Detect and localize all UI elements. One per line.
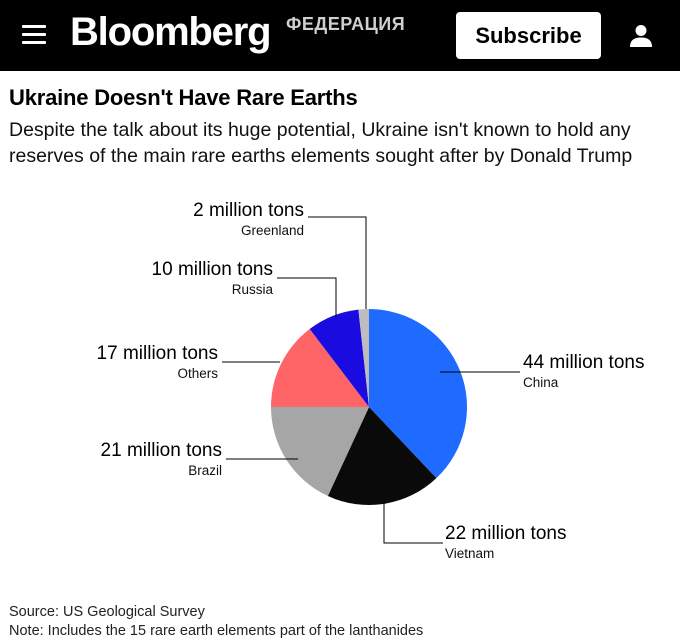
category-label-greenland: Greenland: [241, 223, 304, 238]
pie-slice-china: [369, 309, 467, 479]
pie-chart: 44 million tons China 22 million tons Vietn…: [97, 200, 645, 561]
chart-title: Ukraine Doesn't Have Rare Earths: [9, 85, 358, 110]
category-label-vietnam: Vietnam: [445, 546, 494, 561]
leader-line-vietnam: [383, 502, 443, 544]
user-icon[interactable]: [628, 23, 654, 49]
value-label-others: 17 million tons: [97, 343, 218, 364]
source-note: Source: US Geological Survey: [9, 604, 205, 620]
leader-line-russia: [277, 277, 337, 317]
category-label-brazil: Brazil: [188, 463, 222, 478]
value-label-greenland: 2 million tons: [193, 200, 304, 221]
pie-slice-vietnam: [327, 407, 437, 505]
category-label-others: Others: [177, 366, 218, 381]
pie-slice-greenland: [358, 309, 369, 407]
top-navigation-bar: Bloomberg ФЕДЕРАЦИЯ Subscribe: [0, 0, 680, 71]
subscribe-button[interactable]: Subscribe: [456, 12, 601, 59]
brand-logo[interactable]: Bloomberg: [70, 10, 272, 54]
pie-slice-brazil: [271, 407, 369, 496]
pie-slice-russia: [309, 309, 369, 407]
category-label-china: China: [523, 375, 559, 390]
category-label-russia: Russia: [232, 282, 274, 297]
pie-slice-others: [271, 328, 369, 407]
value-label-vietnam: 22 million tons: [445, 523, 566, 544]
chart-subtitle: Despite the talk about its huge potentia…: [9, 119, 633, 167]
hamburger-menu-icon[interactable]: [22, 25, 46, 45]
value-label-brazil: 21 million tons: [101, 440, 222, 461]
brand-edition-label: ФЕДЕРАЦИЯ: [286, 14, 406, 34]
leader-line-greenland: [308, 216, 367, 309]
footnote: Note: Includes the 15 rare earth element…: [9, 623, 424, 639]
value-label-china: 44 million tons: [523, 352, 644, 373]
value-label-russia: 10 million tons: [152, 259, 273, 280]
